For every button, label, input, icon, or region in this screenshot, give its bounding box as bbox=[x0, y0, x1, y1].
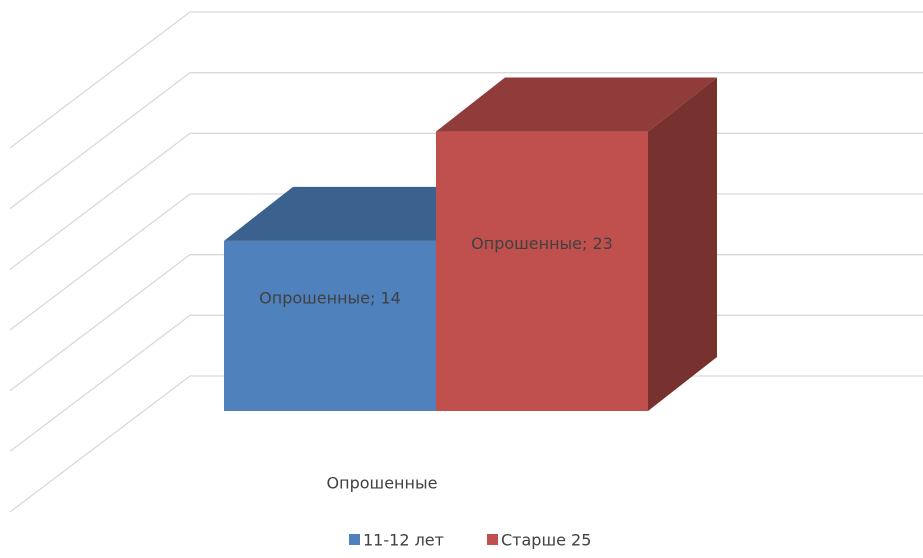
legend-label: 11-12 лет bbox=[363, 531, 444, 550]
grid-line-side bbox=[9, 314, 191, 452]
grid-line-side bbox=[9, 375, 191, 513]
bar-front bbox=[224, 240, 436, 411]
bar-side bbox=[648, 77, 717, 412]
grid-line-side bbox=[9, 254, 191, 392]
x-tick-label: Опрошенные bbox=[327, 474, 438, 493]
grid-line-side bbox=[9, 11, 191, 149]
data-label: Опрошенные; 23 bbox=[471, 234, 613, 253]
bar-front bbox=[436, 131, 648, 412]
legend-swatch bbox=[487, 534, 498, 545]
bar-top bbox=[224, 186, 505, 241]
grid-line-side bbox=[9, 72, 191, 210]
legend-label: Старше 25 bbox=[501, 531, 591, 550]
grid-line-side bbox=[9, 193, 191, 331]
grid-line-side bbox=[9, 132, 191, 270]
legend-swatch bbox=[349, 534, 360, 545]
data-label: Опрошенные; 14 bbox=[259, 288, 401, 307]
bar-top bbox=[436, 77, 717, 132]
